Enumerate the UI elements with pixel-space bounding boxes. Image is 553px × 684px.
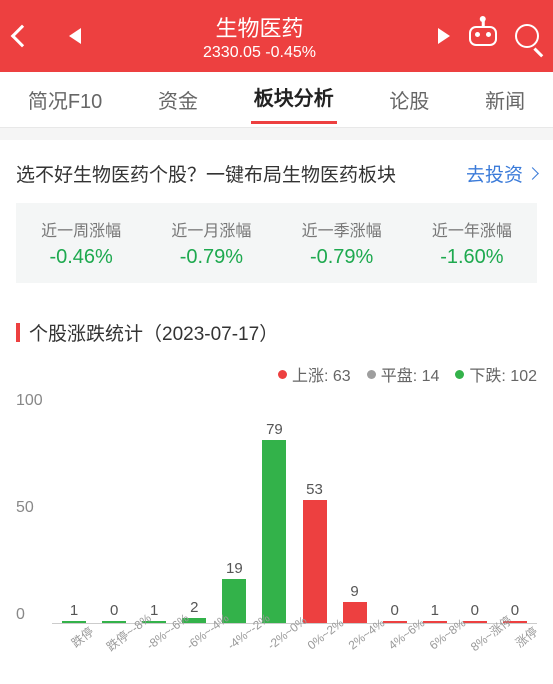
chart-plot: 1 0 1 2 19 79 53 9 0 1 0 0 — [52, 392, 537, 624]
y-tick: 50 — [16, 499, 52, 517]
bar-value: 2 — [190, 599, 198, 616]
bar-value: 1 — [70, 602, 78, 619]
promo-line: 选不好生物医药个股？一键布局生物医药板块 去投资 — [16, 160, 537, 187]
period-stat[interactable]: 近一周涨幅 -0.46% — [16, 217, 146, 269]
header-actions — [469, 24, 539, 48]
legend-up-label: 上涨: 63 — [292, 362, 351, 386]
bar-value: 0 — [471, 602, 479, 619]
bar-wrap: 79 — [256, 421, 292, 623]
legend-flat: 平盘: 14 — [367, 362, 440, 386]
y-axis-labels: 100 50 0 — [16, 392, 52, 624]
stat-label: 近一季涨幅 — [277, 217, 407, 241]
stock-title: 生物医药 — [215, 11, 303, 43]
stat-value: -0.46% — [16, 246, 146, 269]
back-icon[interactable] — [11, 25, 34, 48]
bar-chart: 100500 101219795390100 跌停跌停~-8%-8%~-6%-6… — [16, 392, 537, 672]
bar-value: 0 — [511, 602, 519, 619]
stat-value: -0.79% — [146, 246, 276, 269]
promo-card: 选不好生物医药个股？一键布局生物医药板块 去投资 近一周涨幅 -0.46%近一月涨… — [0, 140, 553, 299]
period-stat[interactable]: 近一月涨幅 -0.79% — [146, 217, 276, 269]
bar-value: 9 — [350, 583, 358, 600]
stat-label: 近一年涨幅 — [407, 217, 537, 241]
stat-label: 近一月涨幅 — [146, 217, 276, 241]
dot-icon — [367, 370, 376, 379]
bar-value: 0 — [110, 602, 118, 619]
bar-wrap: 53 — [296, 481, 332, 623]
triangle-right-icon — [438, 28, 450, 44]
dot-icon — [455, 370, 464, 379]
bar — [262, 440, 286, 623]
promo-text: 选不好生物医药个股？一键布局生物医药板块 — [16, 160, 396, 187]
y-tick: 100 — [16, 392, 52, 410]
triangle-left-icon — [69, 28, 81, 44]
legend-down-label: 下跌: 102 — [469, 362, 537, 386]
header-center: 生物医药 2330.05 -0.45% — [90, 11, 429, 62]
stats-section: 个股涨跌统计（2023-07-17） 上涨: 63 平盘: 14 下跌: 102… — [0, 299, 553, 684]
period-stats-row: 近一周涨幅-0.46%近一月涨幅-0.79%近一季涨幅-0.79%近一年涨幅-1… — [16, 203, 537, 283]
bar-value: 1 — [431, 602, 439, 619]
stock-price-line: 2330.05 -0.45% — [203, 44, 316, 62]
y-tick: 0 — [16, 606, 52, 624]
bar-value: 53 — [306, 481, 323, 498]
bar-value: 0 — [390, 602, 398, 619]
bar — [303, 500, 327, 623]
stat-label: 近一周涨幅 — [16, 217, 146, 241]
stat-value: -1.60% — [407, 246, 537, 269]
bar-value: 1 — [150, 602, 158, 619]
chart-legend: 上涨: 63 平盘: 14 下跌: 102 — [16, 362, 537, 386]
bar-value: 19 — [226, 560, 243, 577]
section-title: 个股涨跌统计（2023-07-17） — [16, 319, 537, 346]
legend-down: 下跌: 102 — [455, 362, 537, 386]
dot-icon — [278, 370, 287, 379]
prev-stock-button[interactable] — [60, 28, 90, 44]
stock-price: 2330.05 — [203, 44, 261, 61]
period-stat[interactable]: 近一季涨幅 -0.79% — [277, 217, 407, 269]
period-stat[interactable]: 近一年涨幅 -1.60% — [407, 217, 537, 269]
assistant-icon[interactable] — [469, 26, 497, 46]
tab-1[interactable]: 资金 — [155, 79, 201, 120]
stock-change: -0.45% — [265, 44, 316, 61]
header-bar: 生物医药 2330.05 -0.45% — [0, 0, 553, 72]
legend-flat-label: 平盘: 14 — [381, 362, 440, 386]
tab-2[interactable]: 板块分析 — [251, 76, 337, 124]
search-icon[interactable] — [515, 24, 539, 48]
next-stock-button[interactable] — [429, 28, 459, 44]
promo-link[interactable]: 去投资 — [466, 160, 537, 187]
tab-0[interactable]: 简况F10 — [25, 79, 105, 120]
x-axis-labels: 跌停跌停~-8%-8%~-6%-6%~-4%-4%~-2%-2%~0%0%~2%… — [52, 624, 537, 672]
tab-bar: 简况F10 资金 板块分析 论股 新闻 — [0, 72, 553, 128]
tab-4[interactable]: 新闻 — [482, 79, 528, 120]
bar-value: 79 — [266, 421, 283, 438]
tab-3[interactable]: 论股 — [386, 79, 432, 120]
stat-value: -0.79% — [277, 246, 407, 269]
legend-up: 上涨: 63 — [278, 362, 351, 386]
